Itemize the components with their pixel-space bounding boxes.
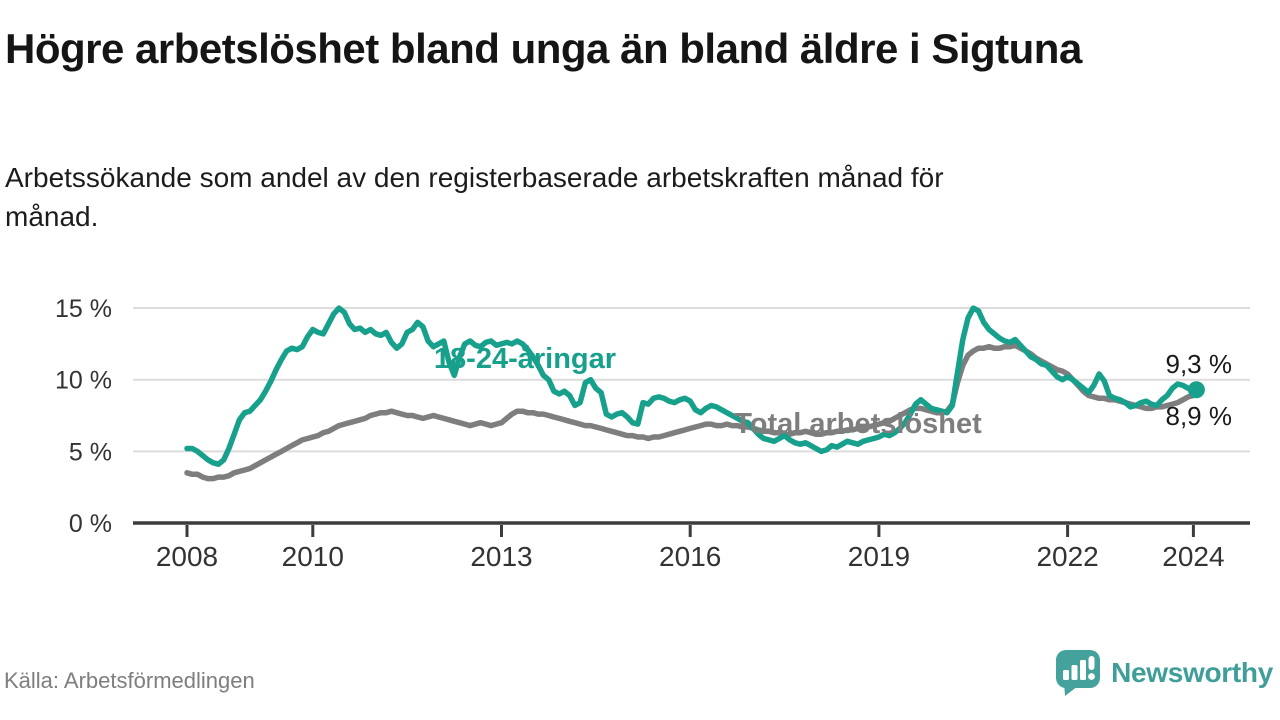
y-tick-label: 15 %	[55, 295, 112, 323]
x-tick-label: 2013	[470, 541, 532, 572]
y-tick-label: 0 %	[69, 510, 112, 538]
y-tick-label: 5 %	[69, 438, 112, 466]
end-value-label-total: 8,9 %	[1166, 401, 1233, 431]
x-tick-label: 2010	[282, 541, 344, 572]
page-title: Högre arbetslöshet bland unga än bland ä…	[5, 25, 1082, 72]
y-tick-label: 10 %	[55, 367, 112, 395]
newsworthy-logo-text: Newsworthy	[1111, 656, 1273, 688]
x-tick-label: 2008	[156, 541, 218, 572]
newsworthy-speech-bubble-chart-icon	[1056, 650, 1101, 696]
series-label-total: Total arbetslöshet	[734, 408, 982, 440]
page-subtitle: Arbetssökande som andel av den registerb…	[5, 162, 944, 232]
x-tick-label: 2019	[848, 541, 910, 572]
series-end-dot-18-24	[1187, 381, 1205, 399]
x-tick-label: 2022	[1036, 541, 1098, 572]
x-tick-label: 2024	[1162, 541, 1224, 572]
series-label-18-24: 18-24-åringar	[434, 343, 616, 375]
series-line-18-24	[184, 305, 1197, 467]
end-value-label-18-24: 9,3 %	[1166, 349, 1233, 379]
x-tick-label: 2016	[659, 541, 721, 572]
newsworthy-logo: Newsworthy	[1054, 648, 1273, 697]
source-note: Källa: Arbetsförmedlingen	[4, 668, 255, 693]
